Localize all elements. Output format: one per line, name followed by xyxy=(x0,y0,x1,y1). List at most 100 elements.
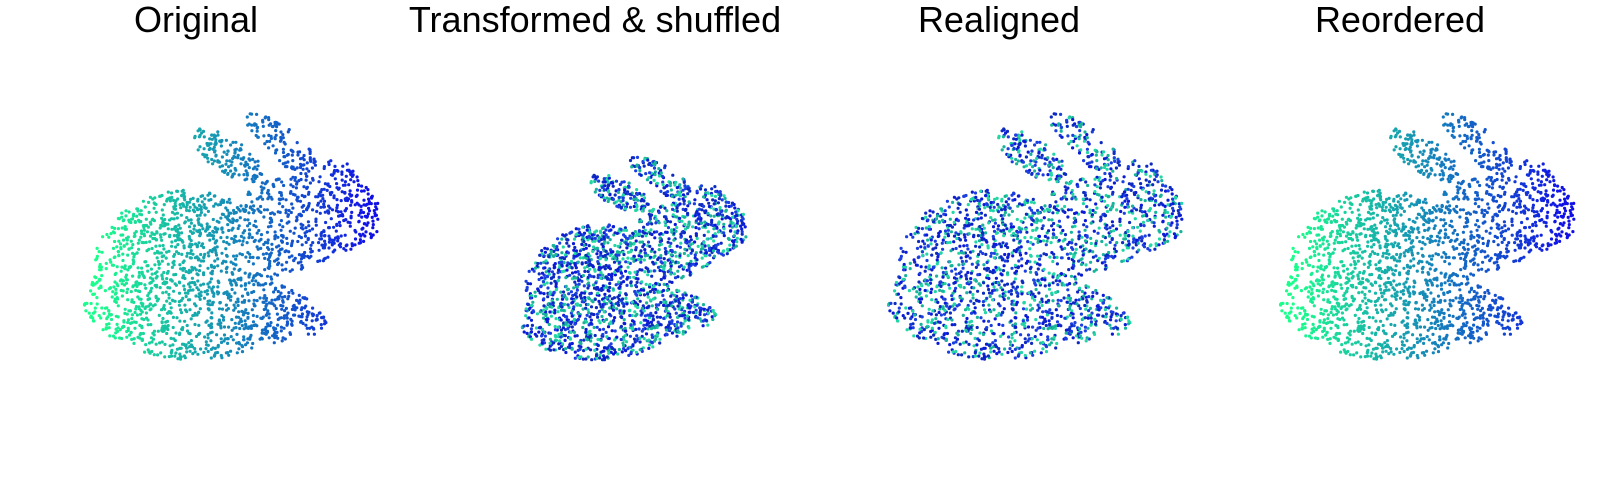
point xyxy=(690,249,694,253)
point xyxy=(110,263,114,267)
point xyxy=(1019,245,1023,249)
point xyxy=(232,238,236,242)
point xyxy=(242,236,246,240)
point xyxy=(120,211,124,215)
point xyxy=(564,284,568,288)
point xyxy=(977,299,981,303)
point xyxy=(986,354,990,358)
point xyxy=(686,192,690,196)
point xyxy=(105,306,109,310)
point xyxy=(206,160,210,164)
point xyxy=(552,272,556,276)
point xyxy=(628,192,632,196)
point xyxy=(682,202,686,206)
point xyxy=(153,232,157,236)
point xyxy=(635,188,639,192)
point xyxy=(255,112,259,116)
point xyxy=(588,334,592,338)
point xyxy=(664,306,668,310)
point xyxy=(653,163,657,167)
point xyxy=(540,276,544,280)
point xyxy=(149,289,153,293)
point xyxy=(251,262,255,266)
point xyxy=(203,197,207,201)
point xyxy=(587,297,591,301)
point xyxy=(651,318,655,322)
point xyxy=(607,312,612,316)
point xyxy=(178,308,183,312)
point xyxy=(84,309,88,313)
point xyxy=(155,270,159,274)
point xyxy=(226,149,230,153)
point xyxy=(650,213,654,217)
point xyxy=(616,190,621,194)
point xyxy=(657,174,662,178)
point xyxy=(277,197,281,201)
point xyxy=(126,320,130,325)
point xyxy=(165,271,169,275)
point xyxy=(683,319,687,323)
point xyxy=(118,336,122,340)
point xyxy=(146,269,150,273)
point xyxy=(239,278,243,282)
point xyxy=(329,159,333,163)
point xyxy=(954,272,958,276)
point xyxy=(711,317,715,322)
point xyxy=(1057,219,1061,223)
point xyxy=(538,325,542,329)
point xyxy=(552,266,556,270)
point xyxy=(568,273,572,277)
point xyxy=(617,195,621,200)
point xyxy=(289,317,293,321)
point xyxy=(146,297,150,302)
point xyxy=(572,286,576,290)
point xyxy=(597,179,601,183)
point xyxy=(673,222,677,227)
point xyxy=(331,238,335,242)
point xyxy=(176,237,180,242)
point xyxy=(602,346,607,350)
point xyxy=(222,333,227,337)
point xyxy=(255,129,259,133)
point xyxy=(616,352,620,356)
point xyxy=(621,257,625,261)
point xyxy=(209,339,213,343)
point xyxy=(919,265,923,269)
point xyxy=(680,276,684,280)
point xyxy=(593,333,597,338)
point xyxy=(250,346,254,350)
point xyxy=(996,210,1001,214)
point xyxy=(183,319,187,323)
point xyxy=(607,176,611,180)
point xyxy=(241,313,245,317)
point xyxy=(145,249,149,253)
point xyxy=(110,295,114,299)
point xyxy=(573,356,577,360)
point xyxy=(557,265,562,270)
point xyxy=(540,252,544,256)
point xyxy=(1044,243,1048,247)
point xyxy=(355,188,360,192)
point xyxy=(619,265,623,269)
point xyxy=(596,273,600,277)
point xyxy=(658,268,662,273)
point xyxy=(227,292,231,296)
point xyxy=(357,203,361,207)
point xyxy=(621,301,625,305)
point xyxy=(339,210,343,214)
point xyxy=(165,311,170,315)
point xyxy=(609,248,613,252)
point xyxy=(176,357,180,361)
point xyxy=(655,230,659,234)
point xyxy=(600,314,604,319)
point xyxy=(317,311,321,315)
point xyxy=(705,262,709,267)
point xyxy=(275,125,279,129)
point xyxy=(259,195,263,199)
point xyxy=(291,291,295,295)
point xyxy=(709,214,713,218)
point xyxy=(236,297,240,301)
point xyxy=(634,327,638,331)
point xyxy=(649,311,653,315)
point xyxy=(1055,255,1059,259)
